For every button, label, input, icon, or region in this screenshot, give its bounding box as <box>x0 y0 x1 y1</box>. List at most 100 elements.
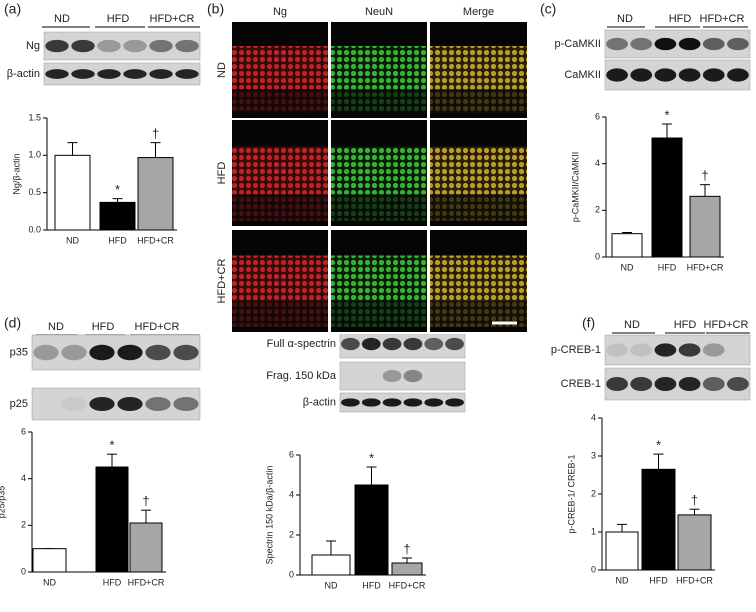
y-tick-label: 1.5 <box>28 112 41 122</box>
blot-band <box>175 69 199 79</box>
blot-band <box>173 344 199 361</box>
blot-group-label: HFD+CR <box>135 321 180 333</box>
y-tick-label: 4 <box>595 158 600 168</box>
blot-band <box>630 68 653 82</box>
bar <box>689 195 721 258</box>
blot-band <box>678 343 701 357</box>
blot-band <box>117 344 143 361</box>
blot-band <box>341 337 360 351</box>
y-axis-label: p-CREB-1/ CREB-1 <box>566 454 576 533</box>
blot-group-label: HFD <box>92 321 115 333</box>
significance-marker: † <box>701 168 708 183</box>
micrograph-column-label: Merge <box>463 6 494 18</box>
y-tick-label: 2 <box>591 488 596 498</box>
blot-band <box>654 68 677 82</box>
blot-band <box>89 344 115 361</box>
x-category-label: HFD <box>108 235 127 245</box>
blot-band <box>61 396 87 412</box>
blot-band <box>71 69 95 79</box>
neuron-scatter <box>430 89 527 114</box>
blot-band <box>727 68 749 82</box>
y-tick-label: 4 <box>591 412 596 422</box>
y-tick-label: 1.0 <box>28 150 41 160</box>
y-tick-label: 2 <box>21 520 26 530</box>
y-tick-label: 1 <box>591 526 596 536</box>
x-category-label: HFD <box>362 580 381 590</box>
neuron-scatter <box>331 301 427 327</box>
y-tick-label: 0 <box>21 566 26 576</box>
neuron-layer <box>331 146 427 195</box>
blot-band <box>654 37 677 51</box>
blot-band <box>630 376 653 392</box>
blot-group-label: HFD+CR <box>700 13 745 25</box>
blot-group-label: ND <box>617 13 633 25</box>
neuron-scatter <box>331 194 427 221</box>
blot-row-label: CREB-1 <box>561 378 601 390</box>
bar <box>354 484 389 576</box>
blot-band <box>45 39 69 53</box>
blot-group-label: HFD <box>107 13 130 25</box>
blot-band <box>445 337 464 351</box>
blot-strip <box>31 387 201 421</box>
blot-strip <box>31 334 201 371</box>
significance-marker: * <box>109 438 114 453</box>
bar <box>99 201 136 231</box>
blot-band <box>341 398 360 407</box>
bar <box>95 466 129 573</box>
blot-strip <box>604 59 751 91</box>
bar <box>605 531 639 571</box>
blot-strip <box>339 361 466 391</box>
blot-band <box>654 343 677 357</box>
x-category-label: ND <box>325 580 338 590</box>
y-tick-label: 0 <box>595 251 600 261</box>
y-tick-label: 2 <box>595 205 600 215</box>
x-category-label: ND <box>43 577 56 587</box>
blot-row-label: β-actin <box>7 68 40 80</box>
significance-marker: * <box>115 182 120 197</box>
significance-marker: † <box>152 126 159 141</box>
neuron-scatter <box>232 89 328 114</box>
blot-band <box>403 369 423 383</box>
blot-row-label: Full α-spectrin <box>267 338 336 350</box>
x-category-label: HFD+CR <box>676 575 713 585</box>
blot-band <box>382 369 402 383</box>
blot-band <box>702 376 725 392</box>
neuron-scatter <box>232 301 328 327</box>
blot-strip <box>43 31 201 61</box>
blot-strip <box>339 392 466 413</box>
blot-band <box>61 344 87 361</box>
micrograph-column-label: Ng <box>273 6 287 18</box>
blot-band <box>97 39 121 53</box>
x-category-label: HFD+CR <box>389 580 426 590</box>
blot-band <box>424 337 444 351</box>
blot-band <box>361 337 381 351</box>
panel-label: (c) <box>540 1 556 17</box>
y-tick-label: 6 <box>595 111 600 121</box>
blot-band <box>45 69 69 79</box>
x-category-label: HFD <box>103 577 122 587</box>
blot-band <box>117 396 143 412</box>
blot-band <box>145 396 171 412</box>
blot-group-label: HFD <box>669 13 692 25</box>
blot-band <box>654 376 677 392</box>
bar <box>641 468 676 571</box>
x-category-label: ND <box>616 575 629 585</box>
y-tick-label: 0.5 <box>28 187 41 197</box>
neuron-layer <box>331 255 427 302</box>
blot-band <box>33 344 59 361</box>
blot-band <box>727 37 749 51</box>
y-tick-label: 3 <box>591 450 596 460</box>
neuron-layer <box>430 146 527 195</box>
y-tick-label: 4 <box>21 473 26 483</box>
neuron-layer <box>232 146 328 195</box>
blot-strip <box>43 62 201 86</box>
x-category-label: HFD+CR <box>137 235 174 245</box>
panel-label: (a) <box>4 1 21 17</box>
blot-band <box>445 398 464 407</box>
panel-label: (b) <box>207 1 224 17</box>
blot-band <box>630 343 653 357</box>
bar <box>32 548 67 573</box>
blot-group-label: HFD+CR <box>150 13 195 25</box>
micrograph-row-label: HFD+CR <box>216 258 228 303</box>
